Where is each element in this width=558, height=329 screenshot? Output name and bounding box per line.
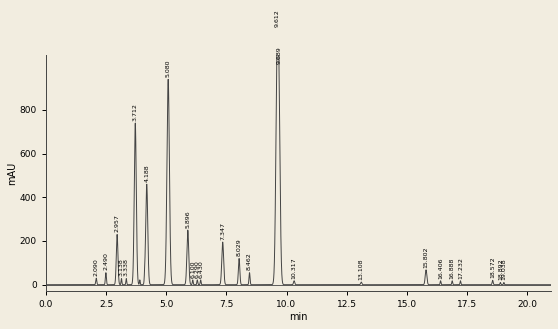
Text: 16.406: 16.406 [438,257,443,279]
Text: 18.572: 18.572 [490,257,495,278]
Text: 2.490: 2.490 [103,253,108,270]
Y-axis label: mAU: mAU [7,162,17,185]
Text: 3.712: 3.712 [133,103,138,121]
Text: 15.802: 15.802 [424,246,429,268]
Text: 19.038: 19.038 [502,259,506,280]
Text: 3.338: 3.338 [124,259,129,276]
Text: 13.108: 13.108 [359,258,364,280]
Text: 17.232: 17.232 [458,257,463,279]
Text: 10.317: 10.317 [292,257,297,279]
Text: 9.612: 9.612 [275,9,280,27]
Text: 18.892: 18.892 [498,259,503,280]
Text: 2.090: 2.090 [94,258,99,276]
Text: 2.957: 2.957 [114,215,119,232]
Text: 5.896: 5.896 [185,210,190,228]
Text: 6.430: 6.430 [198,260,203,278]
X-axis label: min: min [289,312,308,322]
Text: 9.689: 9.689 [277,47,282,64]
Text: 6.290: 6.290 [195,260,200,278]
Text: 7.347: 7.347 [220,222,225,240]
Text: 8.029: 8.029 [237,239,242,256]
Text: 16.888: 16.888 [450,257,455,279]
Text: 6.100: 6.100 [190,260,195,278]
Text: 5.080: 5.080 [166,60,171,77]
Text: 8.462: 8.462 [247,253,252,270]
Text: 3.138: 3.138 [119,259,124,276]
Text: 4.188: 4.188 [144,164,149,182]
